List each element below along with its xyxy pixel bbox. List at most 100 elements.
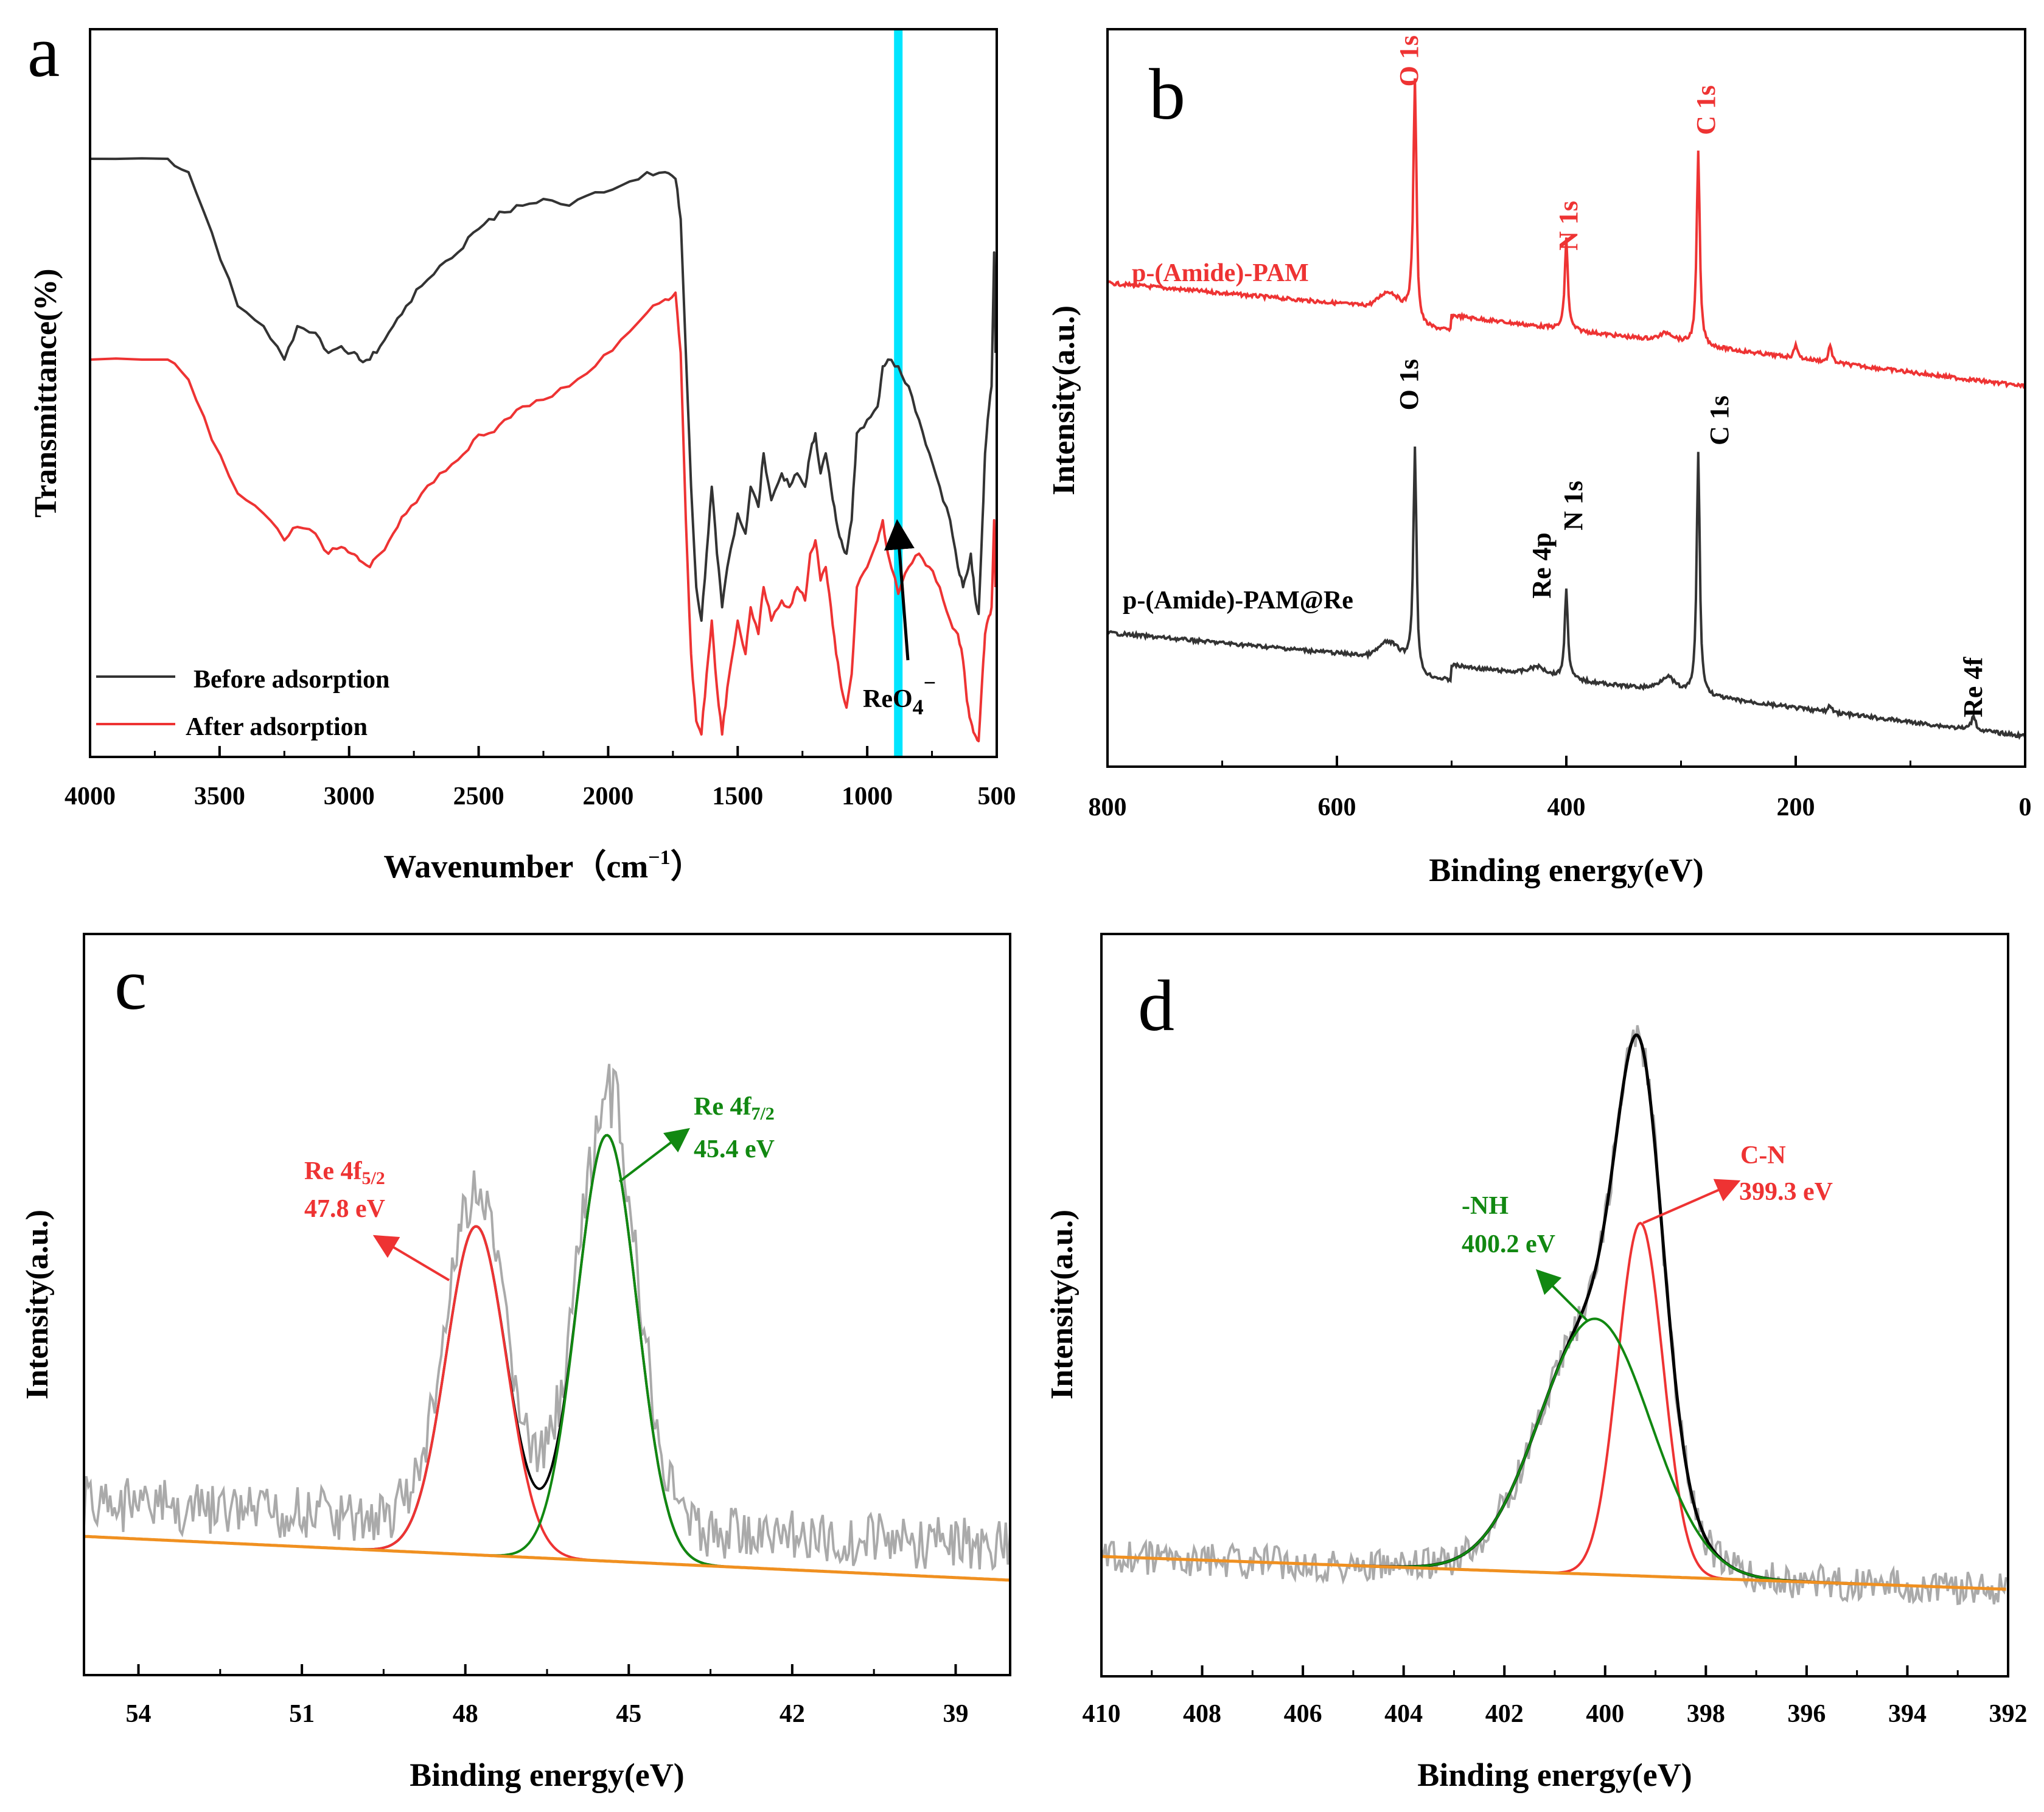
nh-arrow bbox=[1535, 1269, 1588, 1322]
cn-arrow bbox=[1642, 1179, 1741, 1224]
x-tick-label: 3000 bbox=[324, 782, 375, 810]
x-tick-label: 400 bbox=[1547, 793, 1586, 821]
baseline bbox=[1101, 1555, 2006, 1591]
panel-b-ticks: 800 600 400 200 0 bbox=[1089, 756, 2032, 821]
reo4-arrow bbox=[884, 519, 915, 661]
x-tick-label: 600 bbox=[1318, 793, 1356, 821]
peak-label: Re 4p bbox=[1527, 532, 1557, 599]
panel-c-letter: c bbox=[114, 944, 147, 1025]
x-tick-label: 45 bbox=[616, 1700, 641, 1728]
x-tick-label: 54 bbox=[126, 1700, 152, 1728]
panel-d-ylabel: Intensity(a.u.) bbox=[1045, 1210, 1080, 1399]
panel-c-series bbox=[83, 1064, 1011, 1582]
panel-a-frame bbox=[89, 28, 998, 758]
panel-d-letter: d bbox=[1138, 965, 1174, 1046]
x-tick-label: 39 bbox=[943, 1700, 968, 1728]
fit-label-re4f72: Re 4f7/2 45.4 eV bbox=[618, 1093, 775, 1183]
baseline bbox=[83, 1535, 1011, 1582]
re4f72-arrow bbox=[618, 1127, 690, 1183]
x-tick-label: 4000 bbox=[65, 782, 116, 810]
x-tick-label: 396 bbox=[1787, 1700, 1826, 1728]
x-tick-label: 3500 bbox=[194, 782, 245, 810]
series-line bbox=[89, 157, 997, 622]
panel-c-ylabel: Intensity(a.u.) bbox=[20, 1210, 55, 1399]
panel-b-series bbox=[1106, 78, 2026, 740]
fit-label-nh: -NH 400.2 eV bbox=[1462, 1192, 1588, 1322]
panel-d-series bbox=[1100, 1025, 2007, 1606]
panel-a-legend: Before adsorption After adsorption bbox=[96, 666, 389, 741]
envelope-fit bbox=[1353, 1033, 1857, 1586]
re4f52-name: Re 4f5/2 bbox=[304, 1157, 385, 1188]
x-tick-label: 0 bbox=[2019, 793, 2032, 821]
panel-a-ticks: 4000 3500 3000 2500 2000 1500 1000 500 bbox=[65, 746, 1016, 810]
raw-spectrum bbox=[83, 1064, 1011, 1571]
re4f72-value: 45.4 eV bbox=[694, 1135, 775, 1163]
peak-label: N 1s bbox=[1558, 481, 1588, 531]
x-tick-label: 392 bbox=[1989, 1700, 2028, 1728]
panel-a-band bbox=[894, 29, 903, 757]
panel-b-letter: b bbox=[1149, 54, 1185, 134]
panel-a: 4000 3500 3000 2500 2000 1500 1000 500 a Transm… bbox=[27, 11, 1016, 885]
x-tick-label: 1500 bbox=[712, 782, 763, 810]
x-tick-label: 200 bbox=[1777, 793, 1815, 821]
panel-d-xlabel: Binding energy(eV) bbox=[1417, 1757, 1692, 1793]
x-tick-label: 408 bbox=[1183, 1700, 1221, 1728]
x-tick-label: 48 bbox=[453, 1700, 478, 1728]
panel-a-letter: a bbox=[27, 11, 60, 92]
series-label-pam-re: p-(Amide)-PAM@Re bbox=[1123, 587, 1353, 615]
fit-nh bbox=[1353, 1317, 1857, 1585]
x-tick-label: 394 bbox=[1888, 1700, 1927, 1728]
peak-label: O 1s bbox=[1394, 35, 1424, 86]
fit-label-cn: C-N 399.3 eV bbox=[1642, 1141, 1833, 1224]
panel-b-ylabel: Intensity(a.u.) bbox=[1047, 305, 1081, 495]
x-tick-label: 2000 bbox=[582, 782, 633, 810]
x-tick-label: 404 bbox=[1384, 1700, 1423, 1728]
x-tick-label: 42 bbox=[780, 1700, 805, 1728]
x-tick-label: 1000 bbox=[842, 782, 893, 810]
nh-name: -NH bbox=[1462, 1192, 1509, 1220]
series-line bbox=[1106, 78, 2026, 389]
series-line bbox=[89, 291, 997, 742]
x-tick-label: 410 bbox=[1083, 1700, 1121, 1728]
reo4-annotation: ReO4− bbox=[863, 519, 936, 719]
panel-b-xlabel: Binding energy(eV) bbox=[1429, 852, 1704, 888]
cn-name: C-N bbox=[1740, 1141, 1786, 1169]
panel-a-series bbox=[89, 157, 997, 742]
series-line bbox=[1106, 446, 2026, 740]
x-tick-label: 51 bbox=[289, 1700, 315, 1728]
nh-value: 400.2 eV bbox=[1462, 1230, 1555, 1258]
x-tick-label: 402 bbox=[1485, 1700, 1524, 1728]
re4f52-value: 47.8 eV bbox=[304, 1195, 385, 1223]
peak-label: C 1s bbox=[1691, 85, 1721, 135]
peak-label: C 1s bbox=[1704, 396, 1734, 445]
peak-label: N 1s bbox=[1554, 201, 1583, 251]
series-label-pam: p-(Amide)-PAM bbox=[1132, 259, 1309, 287]
fit-label-re4f52: Re 4f5/2 47.8 eV bbox=[304, 1157, 450, 1281]
panel-c-ticks: 54 51 48 45 42 39 bbox=[126, 1664, 968, 1728]
panel-a-ylabel: Transmittance(%) bbox=[29, 268, 63, 517]
re4f72-name: Re 4f7/2 bbox=[694, 1093, 775, 1124]
x-tick-label: 406 bbox=[1284, 1700, 1322, 1728]
peak-label: O 1s bbox=[1394, 359, 1424, 410]
legend-label-after: After adsorption bbox=[186, 713, 368, 741]
x-tick-label: 2500 bbox=[453, 782, 504, 810]
x-tick-label: 400 bbox=[1586, 1700, 1624, 1728]
re4f52-arrow bbox=[372, 1235, 450, 1281]
peak-label: Re 4f bbox=[1958, 657, 1988, 717]
legend-label-before: Before adsorption bbox=[194, 666, 389, 694]
cn-value: 399.3 eV bbox=[1739, 1178, 1833, 1206]
x-tick-label: 800 bbox=[1089, 793, 1127, 821]
panel-d: 410 408 406 404 402 400 398 396 394 392 d Intensi… bbox=[1045, 933, 2028, 1793]
panel-c: 54 51 48 45 42 39 c Intensity(a.u.) Binding e… bbox=[20, 933, 1011, 1793]
panel-c-frame bbox=[83, 933, 1011, 1676]
panel-d-frame bbox=[1100, 933, 2009, 1678]
fit-cn bbox=[1353, 1221, 1857, 1585]
panel-b: 800 600 400 200 0 b Intensity(a.u.) Binding … bbox=[1047, 28, 2032, 888]
x-tick-label: 398 bbox=[1687, 1700, 1725, 1728]
panel-a-xlabel: Wavenumber（cm−1） bbox=[383, 846, 703, 885]
raw-spectrum bbox=[1100, 1025, 2007, 1606]
panel-d-ticks: 410 408 406 404 402 400 398 396 394 392 bbox=[1083, 1665, 2028, 1728]
reo4-label: ReO4− bbox=[863, 671, 936, 719]
